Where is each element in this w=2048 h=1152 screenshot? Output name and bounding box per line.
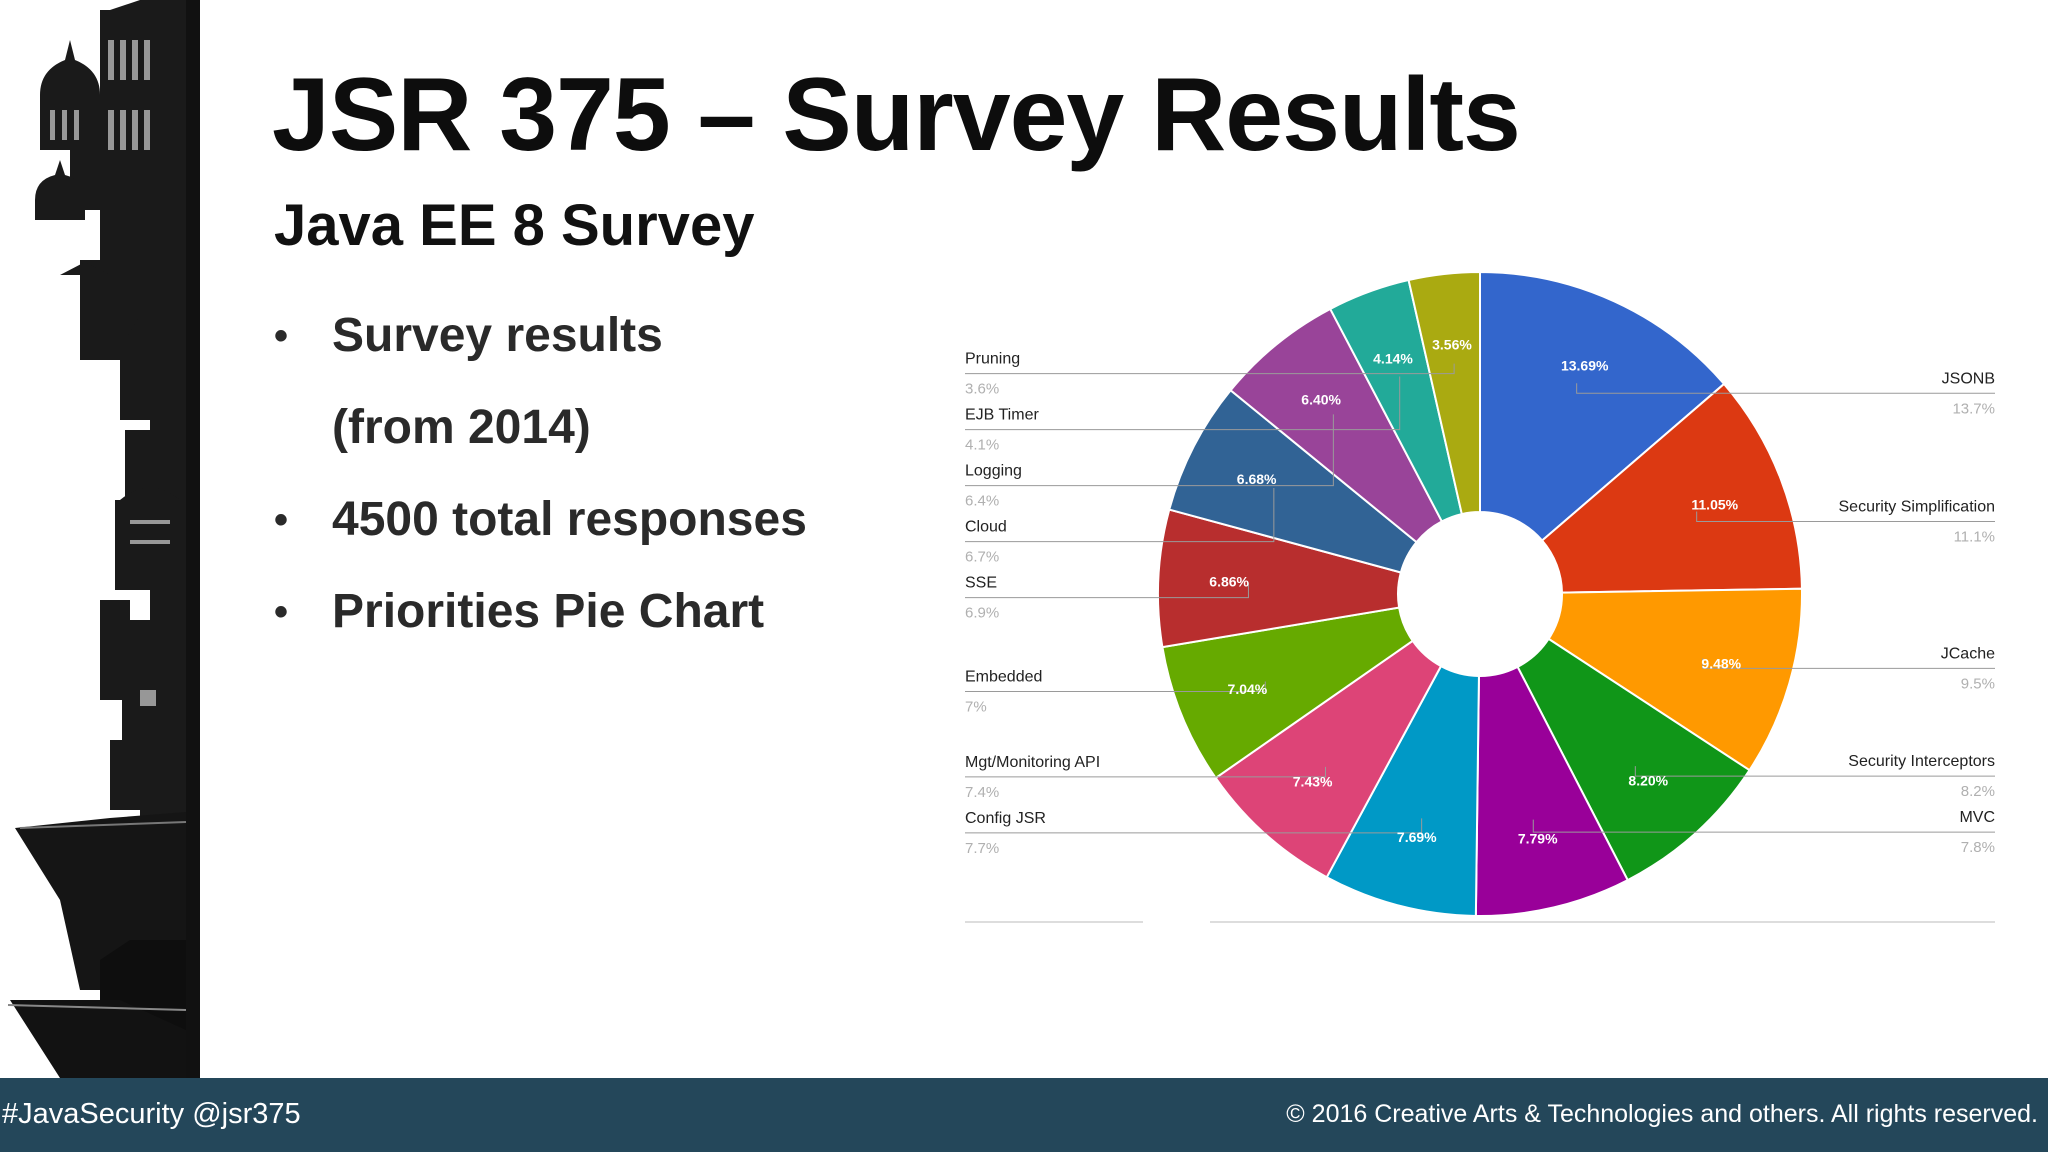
pie-legend-label: JSONB — [1942, 370, 1995, 387]
pie-percent-label: 6.40% — [1301, 391, 1341, 407]
priorities-pie-chart: 13.69% 11.05% 9.48% 8.20% 7.79% 7.69% 7.43% 7.0… — [965, 270, 1995, 923]
pie-percent-label: 7.43% — [1293, 773, 1333, 789]
bullet-item: • 4500 total responses — [274, 474, 807, 566]
pie-slice — [1407, 270, 1481, 516]
pie-leader-line — [1702, 658, 1995, 669]
pie-legend-value: 6.9% — [965, 605, 999, 622]
pie-legend-value: 6.7% — [965, 549, 999, 566]
pie-slices — [1157, 270, 1803, 917]
bullet-dot: • — [274, 590, 289, 634]
pie-slice — [1157, 508, 1403, 649]
pie-leader-line — [1532, 819, 1995, 833]
pie-percent-label: 6.68% — [1237, 471, 1277, 487]
pie-legend-value: 7.4% — [965, 784, 999, 801]
pie-legend-value: 9.5% — [1961, 675, 1995, 692]
pie-legend-label: Security Simplification — [1839, 499, 1996, 516]
pie-percent-label: 4.14% — [1373, 350, 1413, 366]
pie-slice — [1547, 587, 1803, 772]
pie-percent-label: 7.04% — [1228, 681, 1268, 697]
pie-slice — [1325, 664, 1480, 917]
pie-leader-line — [965, 376, 1401, 431]
pie-percent-label: 11.05% — [1691, 497, 1738, 513]
pie-legend-value: 3.6% — [965, 381, 999, 398]
bullet-text: Survey results — [332, 309, 663, 362]
pie-legend-label: MVC — [1959, 809, 1995, 826]
footer-hashtag: #JavaSecurity @jsr375 — [2, 1098, 301, 1130]
pie-leader-line — [965, 681, 1266, 692]
pie-legend-value: 8.2% — [1961, 783, 1995, 800]
bullet-text: (from 2014) — [332, 401, 591, 454]
pie-percent-label: 9.48% — [1701, 656, 1741, 672]
pie-legend-value: 7.7% — [965, 840, 999, 857]
pie-percent-label: 7.79% — [1518, 830, 1558, 846]
pie-slice — [1474, 665, 1630, 917]
pie-slice — [1168, 388, 1418, 574]
pie-slice — [1540, 382, 1803, 594]
pie-percent-label: 13.69% — [1561, 358, 1609, 374]
footer-copyright: © 2016 Creative Arts & Technologies and … — [1286, 1100, 2038, 1128]
pie-legend-label: JCache — [1941, 645, 1995, 662]
pie-legend: JSONB 13.7% Security Simplification 11.1% JC… — [965, 351, 1995, 857]
bullet-item: • Priorities Pie Chart — [274, 566, 807, 658]
city-skyline-illustration — [7, 0, 200, 1078]
pie-slice — [1516, 637, 1751, 882]
bullet-item: • Survey results — [274, 290, 807, 382]
bullet-dot: • — [274, 314, 289, 358]
pie-legend-value: 6.4% — [965, 493, 999, 510]
pie-legend-label: Embedded — [965, 668, 1042, 685]
bullet-text: Priorities Pie Chart — [332, 585, 765, 638]
pie-legend-label: Cloud — [965, 519, 1007, 536]
footer-bar: #JavaSecurity @jsr375 © 2016 Creative Ar… — [0, 1078, 2048, 1152]
pie-legend-label: SSE — [965, 575, 997, 592]
pie-percent-label: 7.69% — [1397, 829, 1437, 845]
pie-percent-label: 3.56% — [1432, 336, 1472, 352]
pie-leader-line — [1576, 383, 1995, 394]
pie-percent-label: 8.20% — [1628, 772, 1668, 788]
pie-slice — [1161, 606, 1415, 780]
pie-leader-line — [965, 363, 1455, 375]
pie-slice — [1214, 639, 1443, 879]
pie-leader-line — [965, 582, 1249, 599]
pie-legend-value: 11.1% — [1954, 529, 1995, 546]
pie-legend-label: Pruning — [965, 351, 1020, 368]
pie-legend-value: 4.1% — [965, 437, 999, 454]
pie-leader-line — [965, 414, 1334, 487]
bullet-text: 4500 total responses — [332, 493, 807, 546]
pie-leader-line — [965, 766, 1326, 778]
pie-percent-label: 6.86% — [1209, 574, 1249, 590]
pie-leader-lines — [965, 363, 1995, 923]
pie-legend-label: Security Interceptors — [1848, 753, 1995, 770]
bullet-continuation: (from 2014) — [274, 382, 807, 474]
bullet-list: • Survey results (from 2014) • 4500 total … — [274, 290, 807, 658]
pie-legend-label: Config JSR — [965, 810, 1046, 827]
slide-subtitle: Java EE 8 Survey — [274, 193, 755, 258]
pie-leader-line — [965, 818, 1423, 834]
pie-legend-value: 7% — [965, 698, 987, 715]
pie-legend-label: EJB Timer — [965, 407, 1039, 424]
pie-leader-line — [1696, 511, 1995, 523]
pie-legend-value: 7.8% — [1961, 839, 1995, 856]
slide-title: JSR 375 – Survey Results — [272, 57, 1521, 173]
pie-leader-line — [965, 487, 1275, 543]
pie-legend-value: 13.7% — [1952, 400, 1995, 417]
pie-slice — [1479, 270, 1726, 542]
pie-percent-labels: 13.69% 11.05% 9.48% 8.20% 7.79% 7.69% 7.43% 7.0… — [1209, 336, 1741, 846]
pie-legend-label: Mgt/Monitoring API — [965, 754, 1100, 771]
pie-legend-label: Logging — [965, 463, 1022, 480]
pie-leader-line — [1634, 766, 1995, 777]
bullet-dot: • — [274, 498, 289, 542]
